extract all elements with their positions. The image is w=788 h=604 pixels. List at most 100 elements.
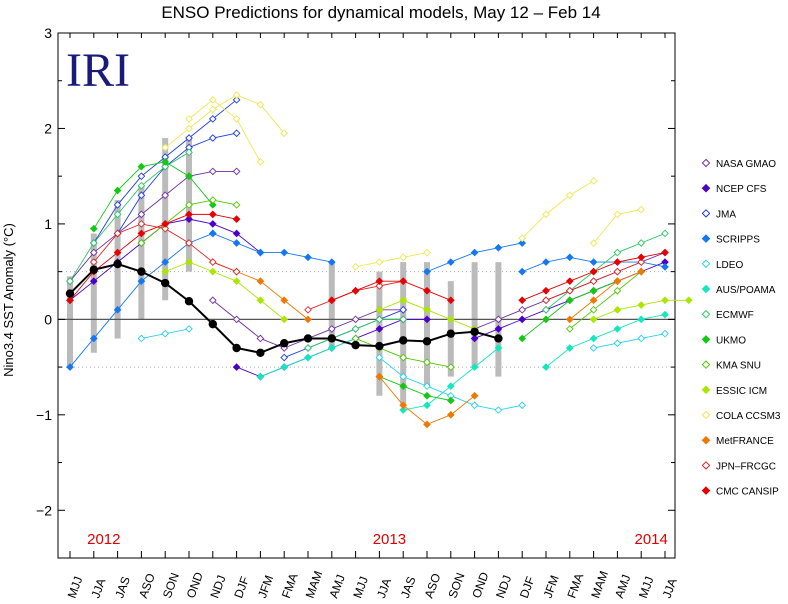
series-6-forecast-1-point-2 [351, 325, 360, 333]
series-10-forecast-2-point-3 [423, 248, 431, 257]
series-5-forecast-1-point-0 [399, 406, 408, 414]
x-tick-label-11: AMJ [326, 573, 347, 600]
series-10-forecast-0-point-0 [161, 143, 170, 152]
series-8-forecast-1-point-2 [399, 353, 408, 362]
series-9-forecast-0-point-3 [232, 277, 241, 286]
series-10-forecast-2-point-1 [375, 258, 384, 266]
year-label-2: 2014 [635, 531, 668, 548]
x-tick-label-9: FMA [279, 571, 301, 600]
series-8-forecast-0-point-3 [208, 196, 217, 204]
series-4-forecast-2-point-2 [637, 334, 646, 343]
series-1-forecast-0-point-5 [185, 215, 193, 223]
series-10-forecast-2-line [355, 252, 428, 268]
legend-marker-12 [701, 461, 711, 470]
series-0-forecast-0-point-6 [208, 167, 217, 176]
series-9-forecast-0-point-1 [185, 258, 193, 266]
series-1-forecast-0-point-7 [232, 229, 241, 238]
series-12-forecast-1-point-3 [375, 282, 384, 290]
observed-point-8 [256, 348, 265, 357]
series-4 [137, 325, 669, 414]
series-9-forecast-1-point-2 [423, 305, 431, 314]
x-tick-label-6: NDJ [207, 573, 228, 600]
series-7-forecast-0-point-1 [113, 186, 122, 195]
series-9-forecast-2-point-0 [589, 315, 598, 324]
series-2-forecast-1-point-4 [208, 134, 217, 142]
series-5-forecast-2-point-3 [613, 325, 622, 333]
series-12-forecast-2-point-3 [613, 267, 622, 276]
x-tick-label-3: ASO [136, 571, 158, 600]
series-0-forecast-2-point-2 [518, 305, 527, 314]
series-6-forecast-0-point-2 [113, 210, 122, 219]
series-6-forecast-1-point-4 [399, 315, 408, 324]
series-3 [66, 229, 669, 371]
series-11-forecast-1-point-4 [470, 391, 479, 400]
series-7-forecast-1-point-2 [423, 391, 431, 400]
series-13-forecast-0-point-7 [232, 215, 241, 223]
series-13-forecast-0-point-6 [208, 210, 217, 219]
series-12-forecast-1-point-0 [304, 305, 312, 314]
series-12-forecast-2-point-0 [542, 296, 550, 305]
series-4-forecast-1-point-0 [375, 353, 384, 362]
series-11-forecast-1-point-1 [399, 401, 408, 410]
series-6-forecast-2-point-0 [542, 305, 550, 314]
observed-point-5 [184, 297, 194, 306]
series-9-forecast-0-point-2 [208, 267, 217, 276]
series-13-forecast-1-point-1 [351, 286, 360, 295]
series-9-forecast-0-point-4 [256, 296, 265, 305]
legend-label-4: LDEO [716, 260, 743, 271]
series-6-forecast-0-point-5 [185, 148, 193, 157]
x-tick-label-20: JFM [541, 573, 562, 600]
series-7-forecast-0-line [93, 161, 214, 229]
series-7-forecast-1-point-1 [399, 382, 408, 391]
series-2-forecast-0-point-1 [113, 200, 122, 209]
series-2-forecast-0-point-4 [185, 134, 193, 142]
series-6-forecast-0-point-3 [137, 181, 146, 190]
series-5-forecast-0-point-3 [327, 344, 336, 352]
series-13-forecast-2-point-6 [661, 248, 669, 257]
series-3-forecast-3-point-1 [542, 258, 550, 266]
year-labels: 2012 2013 2014 [87, 531, 668, 548]
series-2-forecast-2-point-0 [280, 353, 289, 362]
legend-label-10: COLA CCSM3 [716, 411, 781, 422]
series-13-forecast-1-point-2 [375, 277, 384, 286]
y-tick-label-4: −1 [36, 407, 52, 423]
series-3-forecast-2-point-2 [470, 248, 479, 257]
legend-marker-4 [701, 259, 711, 269]
legend-marker-11 [701, 435, 711, 445]
series-7-forecast-0-point-3 [161, 158, 170, 166]
series-5-forecast-2-point-4 [637, 315, 646, 324]
series-8-forecast-1-point-4 [446, 363, 455, 371]
series-6-forecast-1-point-3 [375, 315, 384, 324]
legend-label-13: CMC CANSIP [716, 487, 779, 498]
series-3-forecast-0-point-2 [113, 305, 122, 314]
series-10-forecast-3-point-2 [565, 191, 574, 200]
series-1-forecast-1-point-0 [232, 363, 241, 371]
series-7-forecast-0-point-4 [185, 172, 193, 181]
series-12-forecast-0-point-0 [89, 258, 98, 266]
y-tick-label-0: 3 [44, 25, 52, 41]
series-5-forecast-2-line [545, 314, 666, 368]
series-12-forecast-0-point-2 [137, 220, 146, 228]
legend-label-0: NASA GMAO [716, 159, 776, 170]
series-6-forecast-2-point-4 [637, 239, 646, 247]
chart-title: ENSO Predictions for dynamical models, M… [161, 3, 600, 22]
series-11-forecast-1-point-3 [446, 410, 455, 419]
series-10-forecast-0-point-3 [232, 91, 241, 99]
series-12-forecast-2-point-1 [565, 286, 574, 295]
series-8-forecast-0-point-0 [137, 239, 146, 247]
series-10-forecast-3-point-1 [542, 210, 550, 219]
series-1-forecast-1-point-8 [423, 315, 431, 324]
observed-point-12 [351, 340, 360, 350]
series-5-forecast-0-point-0 [256, 372, 265, 381]
series-10-forecast-3-point-0 [518, 234, 527, 243]
series-11-forecast-0-point-4 [304, 315, 312, 324]
x-tick-label-5: OND [184, 570, 206, 600]
series-5-forecast-0-point-1 [280, 363, 289, 371]
series-4-forecast-0-point-0 [137, 334, 146, 343]
legend-label-6: ECMWF [716, 310, 754, 321]
series-3-forecast-1-point-5 [327, 258, 336, 266]
series-12-forecast-0-point-3 [161, 224, 170, 233]
series-10-forecast-0-line [164, 94, 285, 148]
legend-marker-3 [701, 234, 711, 243]
series-2-forecast-1-point-1 [137, 191, 146, 200]
